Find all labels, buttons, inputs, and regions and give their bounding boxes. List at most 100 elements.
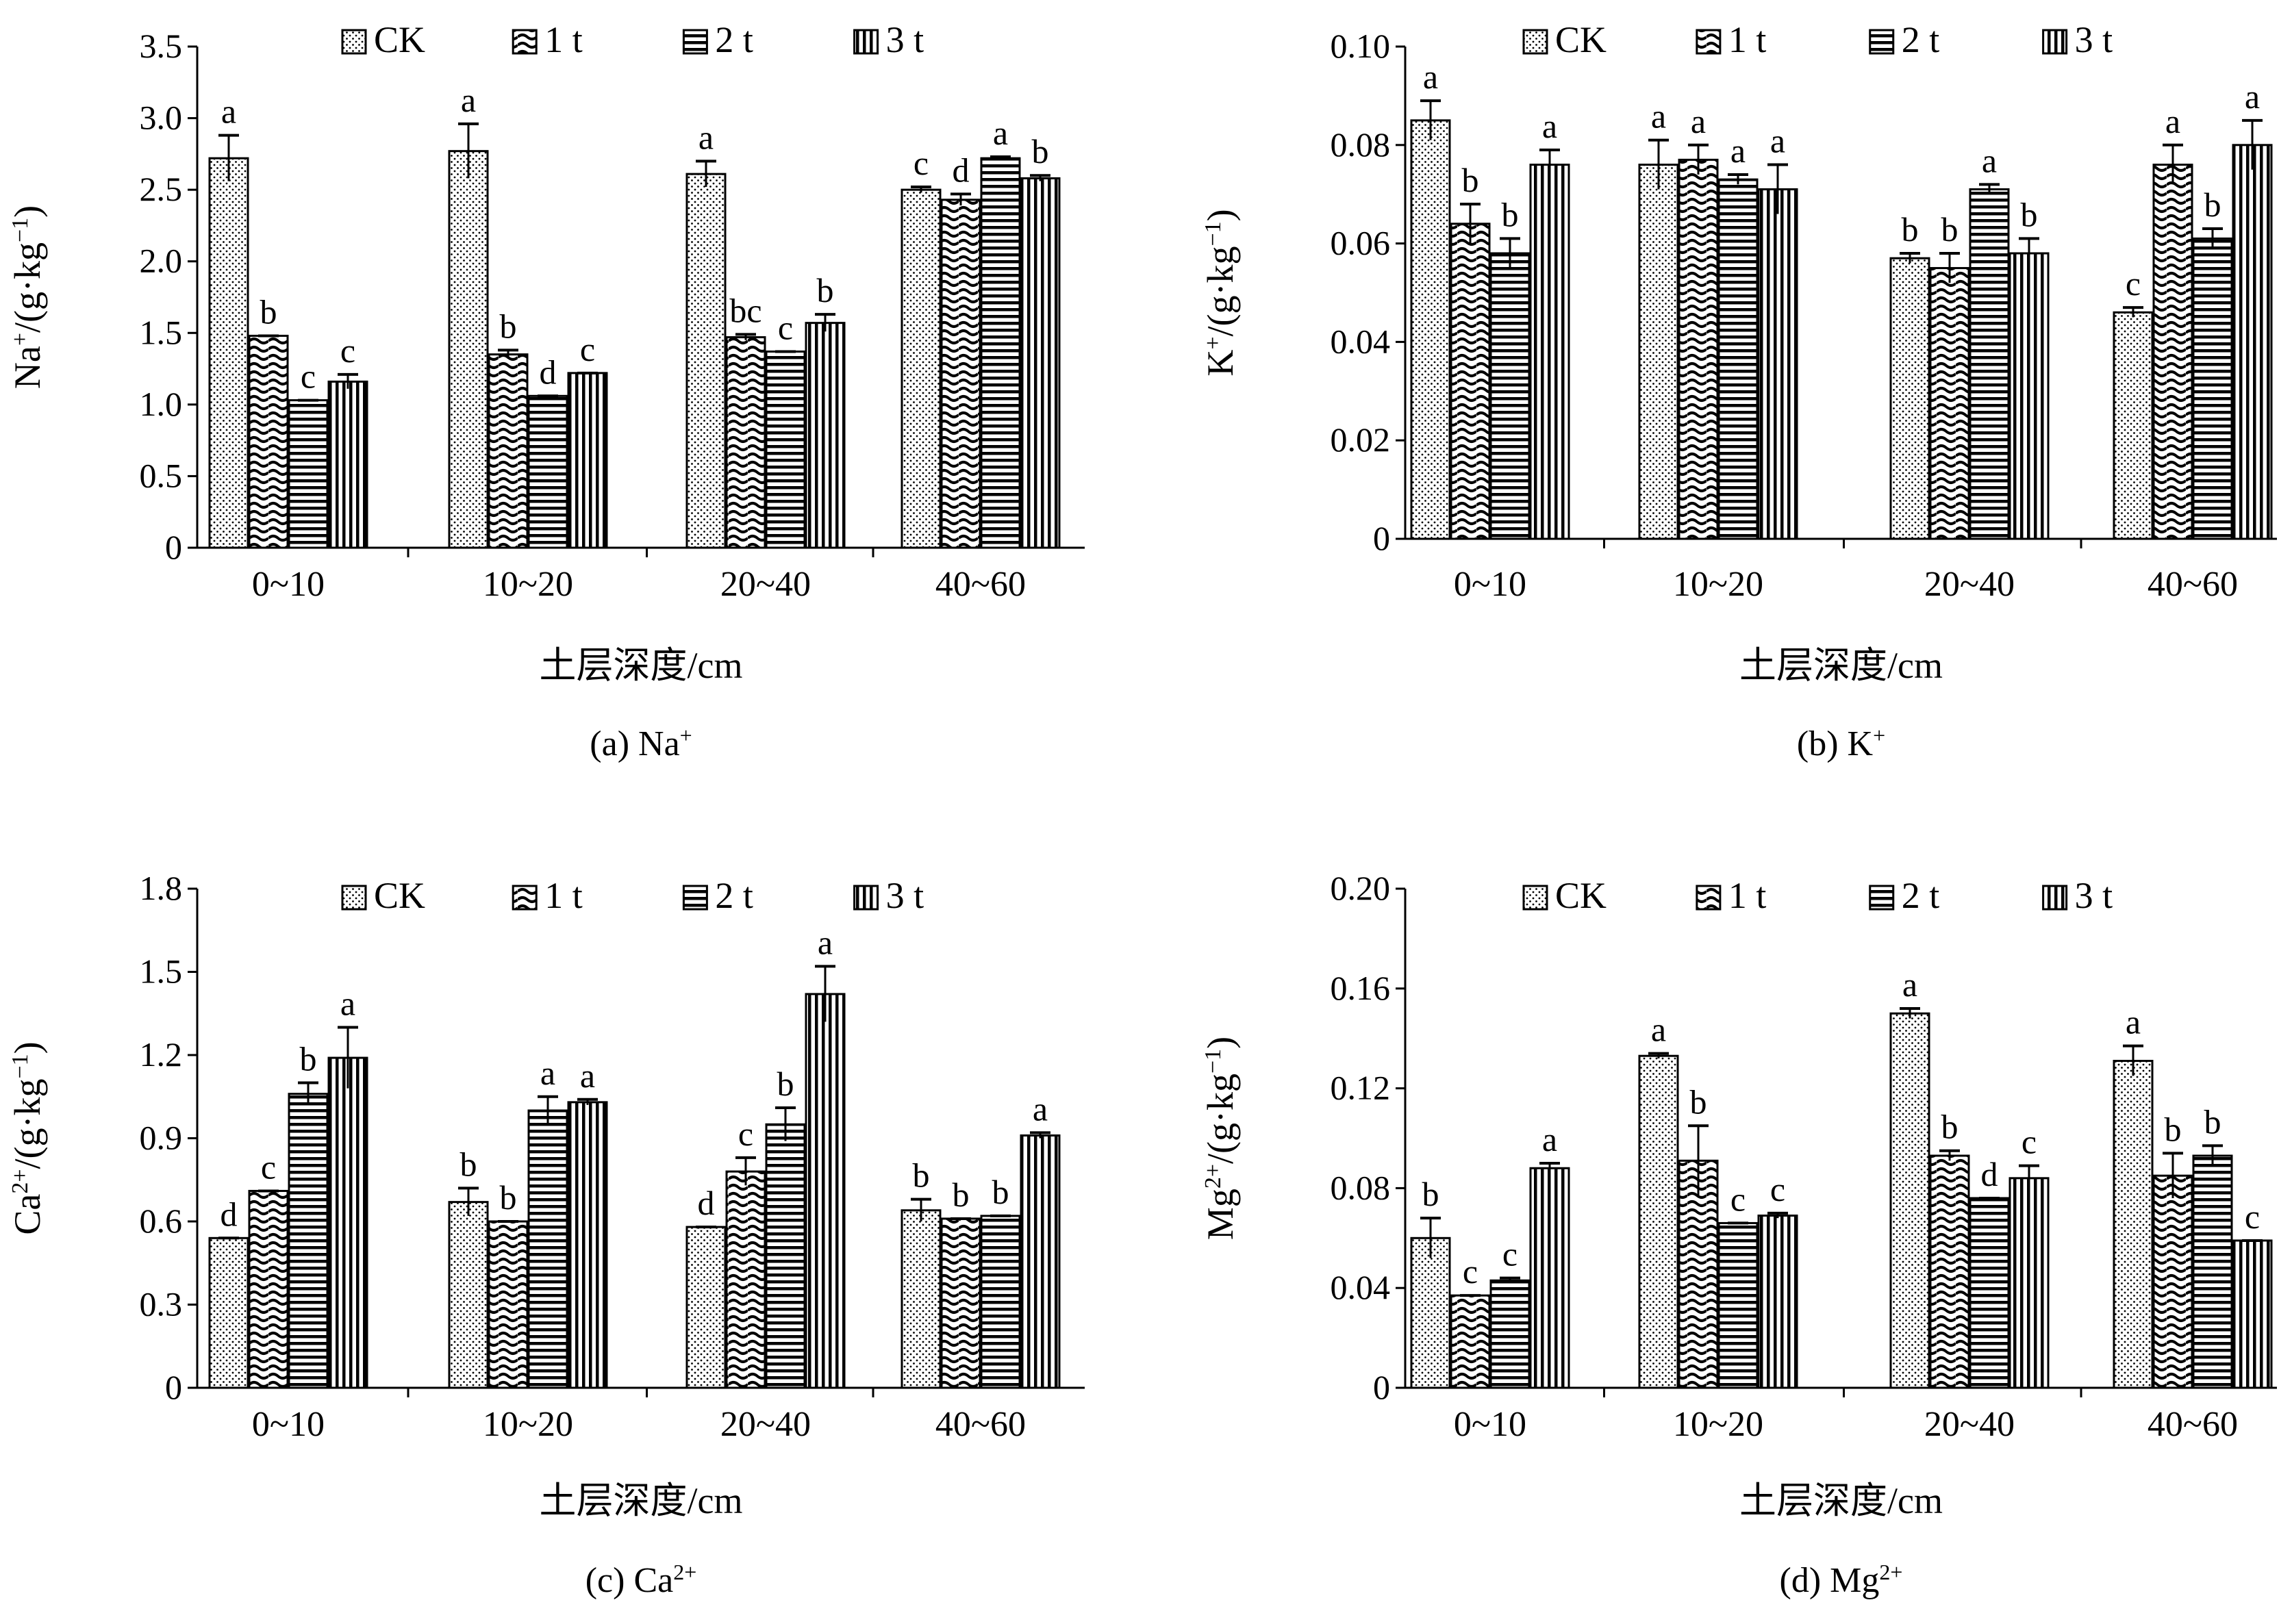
x-tick-label: 20~40 <box>1924 1405 2015 1444</box>
bar-2t-0~10 <box>1489 252 1531 540</box>
significance-letter: a <box>2126 1003 2141 1041</box>
significance-letter: c <box>778 308 793 346</box>
bar-1t-40~60 <box>2152 164 2193 540</box>
bar-2t-0~10 <box>288 1093 329 1389</box>
bar-2t-20~40 <box>765 1123 806 1389</box>
bar-CK-40~60 <box>901 188 942 549</box>
bar-1t-20~40 <box>1929 1154 1970 1389</box>
x-tick-label: 20~40 <box>1924 565 2015 604</box>
bar-CK-40~60 <box>901 1209 942 1389</box>
y-axis-title: K+/(g·kg−1) <box>1200 209 1241 376</box>
y-tick-label: 0.6 <box>140 1202 183 1240</box>
bar-CK-10~20 <box>448 1201 489 1389</box>
y-tick-label: 0 <box>165 528 182 566</box>
y-axis-title: Mg2+/(g·kg−1) <box>1200 1037 1241 1240</box>
legend-swatch <box>853 29 879 55</box>
legend-swatch <box>2042 885 2068 911</box>
panel-caption: (d) Mg2+ <box>1780 1560 1903 1600</box>
x-axis-title: 土层深度/cm <box>540 1480 743 1521</box>
bar-3t-40~60 <box>1020 1134 1061 1389</box>
y-tick-label: 0.04 <box>1331 1268 1391 1306</box>
legend-label: 1 t <box>544 875 583 916</box>
bar-2t-10~20 <box>527 1109 568 1389</box>
y-tick-label: 0.08 <box>1331 125 1391 164</box>
significance-letter: c <box>914 144 929 182</box>
bar-3t-20~40 <box>2008 252 2050 540</box>
x-axis-title: 土层深度/cm <box>540 645 743 686</box>
x-tick-label: 10~20 <box>1673 565 1763 604</box>
y-tick-label: 3.0 <box>140 99 183 137</box>
x-tick-label: 0~10 <box>1454 1405 1526 1444</box>
legend-swatch <box>341 29 367 55</box>
legend-swatch <box>853 885 879 911</box>
significance-letter: a <box>2165 102 2180 140</box>
significance-letter: a <box>580 1056 595 1095</box>
chart-panel-3: 0 0.3 0.6 0.9 1.2 1.5 1.8 0~10 10~20 20~40 40~60 d b… <box>7 869 1085 1600</box>
legend-label: 1 t <box>1728 19 1767 60</box>
y-tick-label: 0.10 <box>1331 27 1391 65</box>
y-tick-label: 0.16 <box>1331 969 1391 1007</box>
y-tick-label: 0.9 <box>140 1119 183 1157</box>
bar-1t-10~20 <box>1678 158 1719 540</box>
x-tick-label: 20~40 <box>720 1405 811 1444</box>
legend-label: 1 t <box>544 19 583 60</box>
chart-panel-1: 0 0.5 1.0 1.5 2.0 2.5 3.0 3.5 0~10 10~20 20~40 40~6… <box>7 19 1085 763</box>
significance-letter: b <box>1690 1082 1707 1121</box>
bar-2t-10~20 <box>527 394 568 549</box>
legend-swatch <box>1522 885 1548 911</box>
significance-letter: bc <box>729 291 761 329</box>
y-tick-label: 0.5 <box>140 456 183 494</box>
significance-letter: b <box>777 1065 794 1103</box>
chart-panel-2: 0 0.02 0.04 0.06 0.08 0.10 0~10 10~20 20~40 40~60… <box>1200 19 2277 763</box>
bar-CK-0~10 <box>1410 119 1451 540</box>
bar-3t-0~10 <box>1529 1167 1570 1389</box>
significance-letter: c <box>580 330 595 368</box>
bar-CK-10~20 <box>1638 1054 1679 1389</box>
significance-letter: b <box>1941 1108 1959 1146</box>
y-tick-label: 0.12 <box>1331 1069 1391 1107</box>
significance-letter: d <box>540 353 557 391</box>
legend-label: 2 t <box>1902 875 1940 916</box>
y-tick-label: 0 <box>165 1368 182 1406</box>
y-tick-label: 0.06 <box>1331 224 1391 262</box>
x-axis-title: 土层深度/cm <box>1739 645 1943 686</box>
significance-letter: a <box>2245 77 2260 116</box>
bar-1t-40~60 <box>2152 1174 2193 1389</box>
significance-letter: c <box>1770 1170 1785 1208</box>
significance-letter: a <box>1730 131 1746 170</box>
significance-letter: c <box>1502 1235 1517 1273</box>
y-tick-label: 2.0 <box>140 242 183 280</box>
bar-CK-0~10 <box>208 1236 249 1389</box>
y-axis-title: Na+/(g·kg−1) <box>7 205 48 389</box>
bar-2t-10~20 <box>1717 178 1759 540</box>
significance-letter: b <box>1902 210 1919 249</box>
legend-swatch <box>1696 885 1722 911</box>
legend-swatch <box>1522 29 1548 55</box>
bar-1t-40~60 <box>940 1217 981 1389</box>
y-tick-label: 1.5 <box>140 952 183 991</box>
y-tick-label: 0.3 <box>140 1285 183 1323</box>
significance-letter: a <box>1982 141 1997 179</box>
y-tick-label: 1.5 <box>140 313 183 351</box>
x-tick-label: 40~60 <box>2148 565 2238 604</box>
legend-swatch <box>2042 29 2068 55</box>
bar-1t-0~10 <box>1450 1294 1491 1389</box>
bar-2t-40~60 <box>980 1215 1021 1389</box>
y-tick-label: 3.5 <box>140 27 183 65</box>
bar-2t-20~40 <box>1969 1197 2010 1389</box>
significance-letter: b <box>2204 1102 2221 1141</box>
significance-letter: c <box>2245 1197 2260 1236</box>
bar-CK-40~60 <box>2113 1060 2154 1389</box>
x-tick-label: 20~40 <box>720 565 811 604</box>
significance-letter: a <box>698 118 714 156</box>
x-tick-label: 0~10 <box>1454 565 1526 604</box>
bar-3t-40~60 <box>2232 144 2273 540</box>
bar-1t-0~10 <box>248 1189 289 1389</box>
x-tick-label: 10~20 <box>1673 1405 1763 1444</box>
x-tick-label: 10~20 <box>483 565 573 604</box>
significance-letter: d <box>221 1195 238 1233</box>
x-tick-label: 0~10 <box>252 565 325 604</box>
y-tick-label: 1.2 <box>140 1035 183 1074</box>
significance-letter: b <box>1462 161 1479 199</box>
bar-CK-10~20 <box>448 150 489 549</box>
